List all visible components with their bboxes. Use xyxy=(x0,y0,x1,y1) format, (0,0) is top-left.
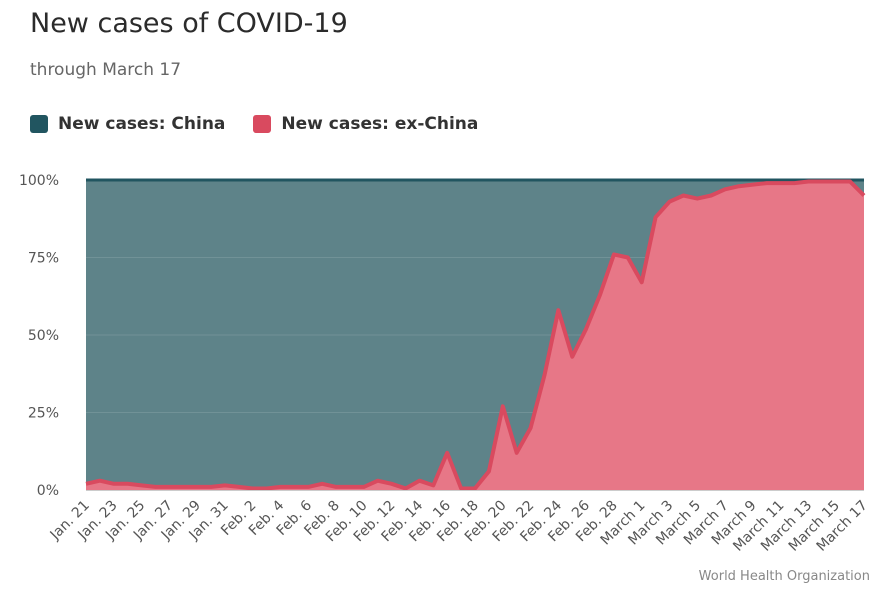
legend-swatch-china xyxy=(30,115,48,133)
legend-label-exchina: New cases: ex-China xyxy=(281,114,479,134)
y-tick-label: 100% xyxy=(19,173,59,189)
chart-subtitle: through March 17 xyxy=(30,60,182,80)
y-tick-label: 50% xyxy=(28,328,59,344)
chart-title: New cases of COVID-19 xyxy=(30,8,348,39)
line-exchina xyxy=(85,179,866,491)
y-tick-label: 0% xyxy=(37,483,59,499)
legend-label-china: New cases: China xyxy=(58,114,226,134)
area-exchina xyxy=(86,181,864,491)
legend-swatch-exchina xyxy=(253,115,272,133)
y-tick-label: 25% xyxy=(28,406,59,422)
legend-item-exchina[interactable]: New cases: ex-China xyxy=(253,114,478,134)
legend: New cases: China New cases: ex-China xyxy=(30,114,506,134)
legend-item-china[interactable]: New cases: China xyxy=(30,114,225,134)
y-tick-label: 75% xyxy=(28,251,59,267)
source-credit[interactable]: World Health Organization xyxy=(698,569,870,584)
